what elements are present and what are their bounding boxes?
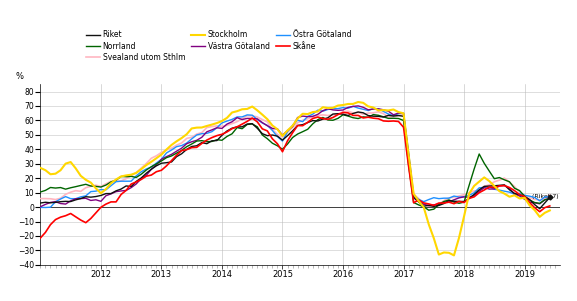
Line: Västra Götaland: Västra Götaland [40,106,550,207]
Norrland [425,208,432,212]
Stockholm [355,100,362,104]
Riket [481,185,488,188]
Norrland [546,197,553,200]
Riket [37,201,44,205]
Östra Götaland [350,104,357,108]
Stockholm [400,111,407,115]
Östra Götaland [445,196,452,200]
Riket [355,110,362,114]
Östra Götaland [153,161,160,165]
Östra Götaland [274,135,281,138]
Västra Götaland [148,167,155,171]
Stockholm [37,166,44,170]
Västra Götaland [269,127,276,130]
Line: Stockholm: Stockholm [40,102,550,255]
Text: (Riket 7): (Riket 7) [533,194,559,200]
Svealand utom Sthlm [430,204,437,208]
Skåne [339,111,346,114]
Norrland [400,119,407,122]
Riket [440,202,447,205]
Riket [269,133,276,137]
Norrland [370,113,377,116]
Riket [536,207,543,210]
Skåne [400,126,407,129]
Skåne [148,173,155,177]
Svealand utom Sthlm [269,128,276,131]
Line: Norrland: Norrland [40,115,550,210]
Stockholm [269,124,276,127]
Svealand utom Sthlm [400,113,407,116]
Line: Skåne: Skåne [40,113,550,238]
Stockholm [451,253,458,257]
Västra Götaland [37,205,44,209]
Riket [546,196,553,199]
Östra Götaland [42,206,49,209]
Skåne [481,188,488,192]
Stockholm [133,171,140,175]
Västra Götaland [546,196,553,200]
Norrland [269,141,276,145]
Norrland [37,190,44,194]
Norrland [133,176,140,179]
Stockholm [148,160,155,163]
Västra Götaland [133,182,140,186]
Svealand utom Sthlm [148,157,155,160]
Line: Svealand utom Sthlm: Svealand utom Sthlm [40,111,550,206]
Riket [148,167,155,171]
Skåne [133,180,140,184]
Östra Götaland [405,150,412,154]
Line: Riket: Riket [40,112,550,209]
Skåne [440,201,447,205]
Östra Götaland [37,206,44,209]
Östra Götaland [486,185,493,188]
Stockholm [546,209,553,212]
Västra Götaland [440,200,447,204]
Svealand utom Sthlm [344,109,351,113]
Stockholm [440,251,447,254]
Line: Östra Götaland: Östra Götaland [40,106,550,207]
Svealand utom Sthlm [546,193,553,197]
Västra Götaland [355,104,362,108]
Skåne [269,137,276,141]
Legend: Riket, Norrland, Svealand utom Sthlm, Stockholm, Västra Götaland, Östra Götaland: Riket, Norrland, Svealand utom Sthlm, St… [86,30,351,62]
Riket [400,114,407,118]
Östra Götaland [138,170,145,174]
Svealand utom Sthlm [445,196,452,200]
Västra Götaland [400,112,407,115]
Västra Götaland [481,186,488,190]
Stockholm [486,179,493,183]
Skåne [546,204,553,208]
Svealand utom Sthlm [133,171,140,174]
Svealand utom Sthlm [37,197,44,200]
Norrland [486,169,493,173]
Y-axis label: %: % [16,72,24,81]
Svealand utom Sthlm [486,183,493,187]
Skåne [37,236,44,240]
Norrland [148,165,155,169]
Östra Götaland [546,195,553,199]
Norrland [445,198,452,202]
Riket [133,180,140,183]
